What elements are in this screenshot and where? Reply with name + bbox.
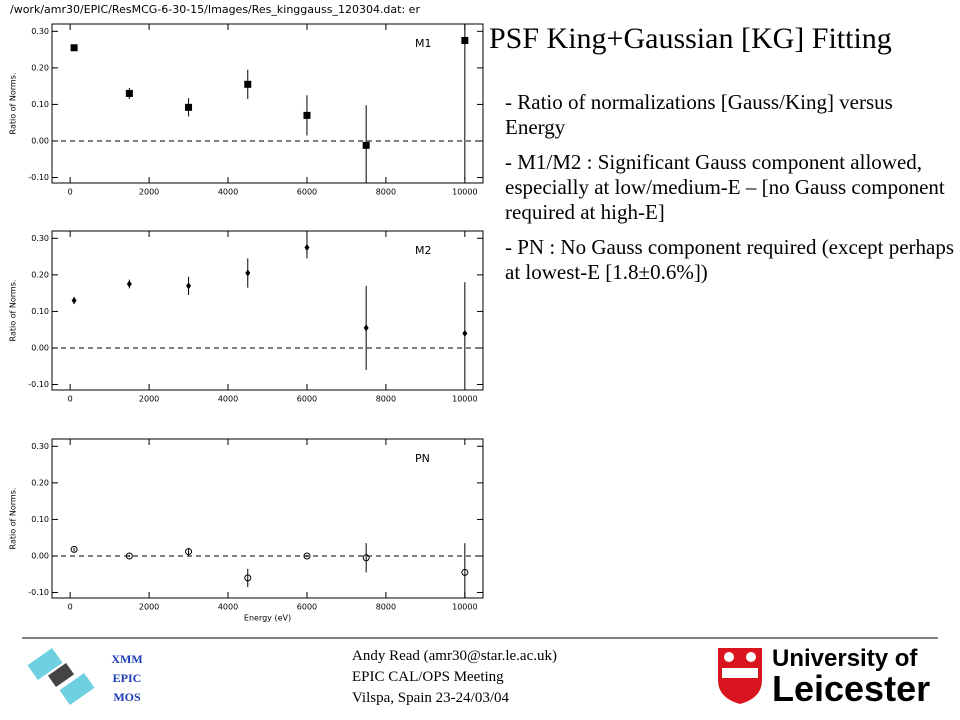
x-tick-label: 4000 bbox=[218, 188, 238, 197]
y-axis-label: Ratio of Norms. bbox=[9, 280, 18, 342]
xmm-line: MOS bbox=[113, 690, 141, 704]
x-tick-label: 8000 bbox=[376, 603, 396, 612]
x-tick-label: 6000 bbox=[297, 188, 317, 197]
point bbox=[70, 44, 78, 52]
point bbox=[304, 243, 310, 251]
point bbox=[125, 89, 133, 97]
y-tick-label: -0.10 bbox=[28, 588, 49, 597]
x-tick-label: 10000 bbox=[452, 188, 477, 197]
point bbox=[462, 329, 468, 337]
x-tick-label: 10000 bbox=[452, 603, 477, 612]
x-tick-label: 2000 bbox=[139, 603, 159, 612]
plot-frame bbox=[51, 23, 484, 184]
y-tick-label: 0.00 bbox=[31, 136, 49, 145]
y-tick-label: 0.30 bbox=[31, 234, 49, 243]
y-tick-label: 0.20 bbox=[31, 63, 49, 72]
x-tick-label: 6000 bbox=[297, 603, 317, 612]
y-tick-label: -0.10 bbox=[28, 173, 49, 182]
point bbox=[244, 80, 252, 88]
y-axis-label: Ratio of Norms. bbox=[9, 488, 18, 550]
plot-header: /work/amr30/EPIC/ResMCG-6-30-15/Images/R… bbox=[10, 3, 420, 16]
footer-line: Vilspa, Spain 23-24/03/04 bbox=[352, 690, 510, 706]
bullets: - Ratio of normalizations [Gauss/King] v… bbox=[505, 90, 955, 295]
bullet: - PN : No Gauss component required (exce… bbox=[505, 235, 955, 284]
footer-line: Andy Read (amr30@star.le.ac.uk) bbox=[352, 648, 557, 664]
y-tick-label: 0.20 bbox=[31, 270, 49, 279]
plot-frame bbox=[51, 438, 484, 599]
y-tick-label: 0.30 bbox=[31, 27, 49, 36]
x-tick-label: 0 bbox=[68, 603, 73, 612]
point bbox=[245, 269, 251, 277]
x-tick-label: 4000 bbox=[218, 603, 238, 612]
x-tick-label: 2000 bbox=[139, 188, 159, 197]
point bbox=[362, 141, 370, 149]
university-name: University of Leicester bbox=[772, 645, 931, 709]
bullet: - Ratio of normalizations [Gauss/King] v… bbox=[505, 90, 893, 139]
panel-label: M1 bbox=[415, 37, 432, 50]
xmm-line: XMM bbox=[111, 652, 143, 666]
y-tick-label: 0.30 bbox=[31, 442, 49, 451]
y-axis-label: Ratio of Norms. bbox=[9, 73, 18, 135]
slide-title: PSF King+Gaussian [KG] Fitting bbox=[489, 22, 892, 55]
plot-frame bbox=[51, 230, 484, 391]
panel-label: PN bbox=[415, 452, 430, 465]
point bbox=[126, 280, 132, 288]
point bbox=[125, 552, 133, 560]
x-axis-label: Energy (eV) bbox=[244, 614, 291, 623]
xmm-label: XMM EPIC MOS bbox=[104, 650, 150, 707]
point bbox=[185, 548, 193, 556]
y-tick-label: 0.10 bbox=[31, 100, 49, 109]
footer-text: Andy Read (amr30@star.le.ac.uk) EPIC CAL… bbox=[352, 646, 557, 709]
y-tick-label: 0.20 bbox=[31, 478, 49, 487]
x-tick-label: 10000 bbox=[452, 395, 477, 404]
point bbox=[303, 111, 311, 119]
y-tick-label: 0.10 bbox=[31, 515, 49, 524]
bullet: - M1/M2 : Significant Gauss component al… bbox=[505, 150, 945, 224]
footer-line: EPIC CAL/OPS Meeting bbox=[352, 669, 504, 685]
y-tick-label: 0.00 bbox=[31, 343, 49, 352]
point bbox=[461, 36, 469, 44]
xmm-line: EPIC bbox=[112, 671, 142, 685]
x-tick-label: 8000 bbox=[376, 395, 396, 404]
point bbox=[70, 545, 78, 553]
plots: /work/amr30/EPIC/ResMCG-6-30-15/Images/R… bbox=[9, 3, 484, 623]
x-tick-label: 8000 bbox=[376, 188, 396, 197]
point bbox=[71, 296, 77, 304]
y-tick-label: 0.10 bbox=[31, 307, 49, 316]
uni-line: University of bbox=[772, 645, 918, 672]
point bbox=[461, 568, 469, 576]
x-tick-label: 0 bbox=[68, 188, 73, 197]
uni-line: Leicester bbox=[772, 668, 931, 709]
x-tick-label: 6000 bbox=[297, 395, 317, 404]
y-tick-label: -0.10 bbox=[28, 380, 49, 389]
y-tick-label: 0.00 bbox=[31, 551, 49, 560]
point bbox=[185, 103, 193, 111]
x-tick-label: 4000 bbox=[218, 395, 238, 404]
x-tick-label: 0 bbox=[68, 395, 73, 404]
satellite-logo bbox=[27, 648, 95, 705]
panel-label: M2 bbox=[415, 244, 432, 257]
leicester-shield bbox=[718, 648, 762, 704]
point bbox=[244, 574, 252, 582]
x-tick-label: 2000 bbox=[139, 395, 159, 404]
point bbox=[303, 552, 311, 560]
point bbox=[363, 324, 369, 332]
point bbox=[186, 282, 192, 290]
point bbox=[362, 554, 370, 562]
